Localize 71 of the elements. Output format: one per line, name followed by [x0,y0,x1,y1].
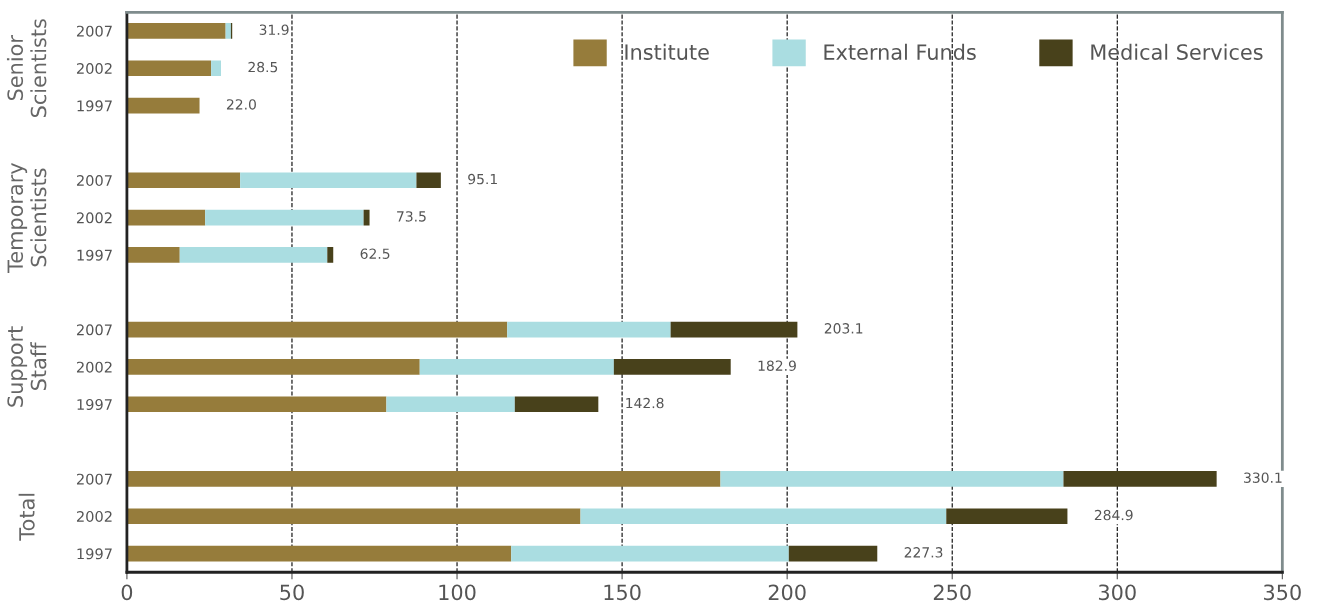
total-label: 73.5 [397,211,426,222]
bar [205,209,364,226]
x-tick-label: 350 [1264,584,1301,601]
bar [613,359,731,375]
y-tick-label: 2007 [76,174,112,187]
total-label: 182.9 [758,360,796,371]
text: Senior Scientists [6,19,47,118]
bar [126,545,512,562]
bar [211,60,221,77]
y-tick-label: 2002 [76,510,112,522]
x-tick-label: 0 [121,584,133,601]
bar [126,508,581,525]
bar [126,359,420,375]
total-label: 31.9 [259,24,289,35]
total-label: 95.1 [468,173,497,185]
x-tick-label: 50 [280,584,304,601]
bar [240,172,417,189]
total-label: 330.1 [1244,472,1282,483]
total-label: 227.3 [904,547,943,558]
bar [363,209,370,226]
x-tick-label: 200 [768,584,806,601]
bar [1063,471,1217,487]
y-tick-label: 1997 [77,249,112,261]
text: Support Staff [7,326,47,407]
bar [946,508,1068,525]
bar [126,60,212,77]
bar [514,396,599,413]
bar [225,23,231,39]
bar [126,321,508,338]
bar [386,396,515,413]
text: Total [18,493,35,541]
y-tick-label: 2007 [76,473,112,485]
bar [179,247,328,263]
bar [327,247,334,263]
x-tick-label: 100 [439,584,476,601]
total-label: 203.1 [824,323,863,334]
total-label: 22.0 [226,99,256,110]
y-tick-label: 2007 [76,324,112,336]
bar [580,508,947,525]
bar [720,471,1064,487]
y-tick-label: 1997 [77,398,112,411]
bar [126,471,721,487]
bar [416,172,441,189]
y-tick-label: 2002 [76,361,112,373]
bar [419,359,614,375]
y-tick-label: 2007 [76,25,112,37]
bar [670,321,798,338]
bar [126,97,200,114]
x-tick-label: 150 [604,584,641,601]
bar [126,209,206,226]
y-tick-label: 1997 [77,548,112,560]
legend-label: Institute [625,43,709,60]
bar [507,321,671,338]
total-label: 284.9 [1094,509,1133,521]
legend-label: External Funds [824,43,976,60]
x-tick-label: 300 [1098,584,1136,601]
bar [126,247,180,263]
bar [511,545,789,562]
y-tick-label: 2002 [76,212,112,224]
bar [126,172,241,189]
y-tick-label: 1997 [77,100,112,112]
bar [126,396,387,413]
text: Temporary Scientists [7,162,47,273]
total-label: 62.5 [360,248,390,259]
x-tick-label: 250 [933,584,971,601]
total-label: 28.5 [248,61,278,73]
total-label: 142.8 [626,397,664,409]
bar [126,23,226,39]
bar [788,545,878,562]
legend-label: Medical Services [1091,43,1263,60]
y-tick-label: 2002 [76,62,112,75]
